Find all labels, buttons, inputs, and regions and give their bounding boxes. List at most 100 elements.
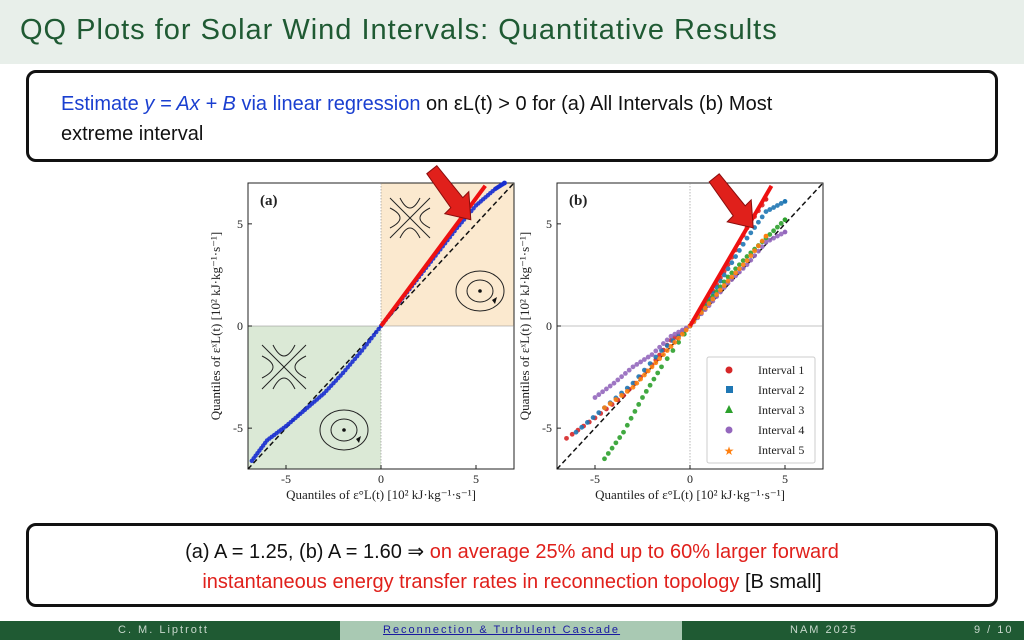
data-point: [733, 266, 738, 272]
data-point: [499, 182, 505, 187]
data-point: [691, 319, 697, 325]
data-point: [423, 265, 429, 270]
data-point: [607, 400, 613, 406]
footer-venue: NAM 2025: [790, 624, 858, 636]
data-point: [748, 250, 754, 256]
data-point: [469, 208, 474, 214]
data-point: [340, 370, 346, 376]
data-point: [347, 362, 353, 367]
result-claim-1: on average 25% and up to 60% larger forw…: [429, 541, 839, 563]
data-point: [324, 388, 329, 394]
data-point: [378, 323, 384, 329]
data-point: [636, 402, 642, 407]
data-point: [756, 219, 761, 225]
data-point: [748, 230, 754, 236]
data-point: [729, 277, 735, 282]
data-point: [767, 232, 773, 237]
positive-quadrant-shade: [381, 183, 514, 326]
title-bar: QQ Plots for Solar Wind Intervals: Quant…: [0, 0, 1024, 64]
topology-sketches: [261, 197, 505, 451]
data-point: [714, 292, 719, 297]
data-point: [782, 198, 788, 204]
data-point: [737, 269, 742, 275]
data-point: [668, 344, 674, 349]
data-point: [691, 318, 697, 324]
data-point: [771, 228, 776, 234]
data-point: [653, 360, 659, 366]
legend-marker: [726, 386, 733, 393]
data-point: [602, 405, 607, 411]
data-point: [668, 333, 674, 339]
data-point: [440, 244, 445, 249]
result-claim-2: instantaneous energy transfer rates in r…: [202, 571, 740, 593]
data-point: [687, 323, 693, 329]
data-point: [643, 388, 649, 394]
data-point: [276, 429, 282, 434]
data-point: [569, 431, 575, 437]
legend-label: Interval 3: [758, 403, 804, 417]
data-point: [497, 183, 502, 189]
footer-talk-link[interactable]: Reconnection & Turbulent Cascade: [383, 624, 621, 636]
data-point: [695, 313, 700, 319]
data-point: [336, 375, 341, 381]
data-point: [495, 185, 500, 190]
data-point: [393, 305, 398, 310]
data-point: [721, 272, 727, 278]
data-point: [305, 405, 310, 410]
series-2: [573, 198, 788, 435]
data-point: [691, 317, 697, 323]
y-axis-label: Quantiles of εˣL(t) [10² kJ·kg⁻¹·s⁻¹]: [517, 232, 532, 420]
data-point: [740, 232, 746, 238]
data-point: [447, 234, 453, 240]
data-point: [653, 354, 659, 360]
data-point: [748, 219, 754, 225]
data-point: [366, 339, 372, 344]
result-values: (a) A = 1.25, (b) A = 1.60 ⇒: [185, 541, 425, 563]
data-point: [602, 405, 607, 411]
x-tick-label: 5: [782, 472, 788, 486]
data-point: [649, 364, 655, 370]
y-tick-label: 5: [237, 217, 243, 231]
data-point: [695, 312, 700, 318]
data-point: [664, 337, 670, 343]
data-point: [267, 436, 272, 441]
data-point: [607, 401, 613, 407]
data-point: [414, 277, 419, 283]
data-point: [714, 281, 719, 287]
data-point: [752, 253, 757, 259]
data-point: [687, 323, 693, 329]
data-point: [596, 410, 602, 416]
data-point: [638, 374, 643, 380]
data-point: [355, 353, 360, 359]
data-point: [624, 388, 630, 394]
data-point: [602, 456, 607, 462]
data-point: [564, 435, 569, 441]
data-point: [670, 338, 676, 344]
slide-title: QQ Plots for Solar Wind Intervals: Quant…: [20, 14, 778, 46]
data-point: [442, 241, 448, 246]
data-point: [609, 445, 615, 451]
data-point: [771, 235, 776, 241]
data-point: [333, 378, 339, 383]
data-point: [264, 438, 270, 443]
data-point: [428, 259, 434, 264]
data-point: [490, 188, 495, 194]
result-text: (a) A = 1.25, (b) A = 1.60 ⇒ on average …: [29, 537, 995, 597]
data-point: [400, 296, 405, 301]
data-point: [350, 359, 355, 364]
estimate-word: Estimate: [61, 93, 139, 115]
y-tick-label: 0: [237, 319, 243, 333]
data-point: [613, 440, 619, 446]
data-point: [585, 420, 590, 425]
data-point: [638, 359, 643, 365]
data-point: [630, 380, 636, 386]
data-point: [725, 274, 731, 280]
data-point: [655, 370, 661, 376]
data-point: [501, 181, 506, 186]
footer-author: C. M. Liptrott: [118, 624, 209, 636]
highlight-arrow: [426, 164, 472, 221]
data-point: [617, 435, 623, 440]
data-point: [575, 427, 581, 433]
data-point: [775, 203, 780, 208]
